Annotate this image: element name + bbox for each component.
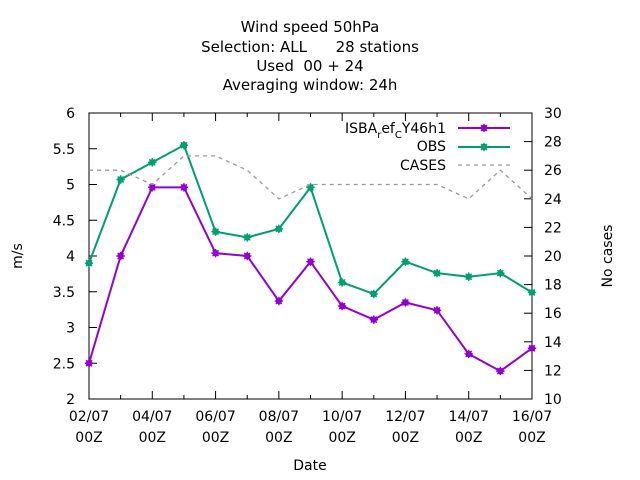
x-tick-label-4-date: 10/07 — [322, 409, 362, 425]
x-tick-label-2-hour: 00Z — [202, 430, 229, 446]
y2-tick-label-9: 28 — [544, 135, 562, 151]
series-1-point-star-0 — [84, 258, 94, 268]
y2-tick-label-0: 10 — [544, 392, 562, 408]
y2-tick-label-5: 20 — [544, 249, 562, 265]
series-0-point-star-2 — [148, 183, 157, 192]
series-0-point-star-10 — [401, 298, 410, 307]
x-tick-label-5-date: 12/07 — [385, 409, 425, 425]
series-0-point-star-13 — [496, 366, 505, 376]
title-line-1: Wind speed 50hPa — [241, 18, 380, 36]
y-axis-label: m/s — [10, 243, 26, 269]
series-0-point-star-9 — [369, 315, 378, 324]
series-0-point-star-7 — [306, 257, 315, 266]
x-tick-label-3-date: 08/07 — [259, 409, 299, 425]
series-layer — [84, 140, 537, 376]
y-tick-label-0: 2 — [66, 392, 75, 408]
series-0-point-star-0 — [84, 359, 94, 368]
x-tick-label-7-hour: 00Z — [518, 430, 545, 446]
x-tick-label-1-hour: 00Z — [139, 430, 166, 446]
y2-tick-label-10: 30 — [544, 106, 562, 122]
legend-isba-mid: ef — [381, 121, 396, 137]
series-line-2 — [89, 155, 533, 200]
x-tick-label-3-hour: 00Z — [265, 430, 292, 446]
y-tick-label-3: 3.5 — [53, 285, 75, 301]
y-tick-label-6: 5 — [66, 178, 75, 194]
x-tick-label-1-date: 04/07 — [132, 409, 172, 425]
series-0-point-star-5 — [243, 251, 252, 261]
series-0-point-star-12 — [464, 349, 473, 359]
y2-tick-label-2: 14 — [544, 335, 562, 351]
series-1-point-star-9 — [369, 289, 378, 299]
series-1-point-star-6 — [274, 224, 284, 234]
y-tick-label-5: 4.5 — [53, 213, 75, 229]
y2-tick-label-6: 22 — [544, 220, 562, 236]
x-tick-label-4-hour: 00Z — [328, 430, 355, 446]
y2-tick-label-3: 16 — [544, 306, 562, 322]
series-0-point-star-8 — [337, 301, 347, 311]
y-tick-label-8: 6 — [66, 106, 75, 122]
y2-tick-label-1: 12 — [544, 363, 562, 379]
series-1-point-star-14 — [527, 288, 537, 297]
legend-label-cases: CASES — [400, 158, 446, 174]
x-tick-label-7-date: 16/07 — [512, 409, 552, 425]
series-1-point-star-7 — [306, 183, 315, 192]
title-line-4: Averaging window: 24h — [223, 76, 398, 94]
legend-isba-sub1: r — [377, 130, 382, 141]
title-line-3: Used 00 + 24 — [256, 57, 363, 75]
series-0-point-star-1 — [116, 251, 125, 261]
series-0-point-star-6 — [274, 296, 284, 306]
legend-sample-star-1 — [479, 142, 489, 152]
x-tick-label-5-hour: 00Z — [392, 430, 419, 446]
series-1-point-star-10 — [401, 257, 410, 266]
x-axis-ticks: 02/07 00Z 04/07 00Z 06/07 00Z 08/07 00Z 10/07 00Z… — [69, 113, 552, 446]
series-1-point-star-13 — [496, 268, 505, 278]
x-axis-label: Date — [293, 458, 326, 474]
legend-isba-sub2: C — [395, 130, 402, 141]
y2-tick-label-7: 24 — [544, 192, 562, 208]
plot-frame — [88, 112, 533, 400]
series-0-point-star-4 — [211, 248, 220, 258]
series-0-point-star-11 — [432, 306, 442, 315]
legend-label-isba: ISBArefCY46h1 — [345, 121, 446, 141]
right-axis-ticks: 10 12 14 16 18 20 22 24 26 28 30 — [524, 106, 562, 408]
left-axis-ticks: 2 2.5 3 3.5 4 4.5 5 5.5 6 — [53, 106, 97, 408]
series-1-point-star-1 — [116, 175, 125, 184]
y-tick-label-2: 3 — [66, 321, 75, 337]
y-tick-label-1: 2.5 — [53, 356, 75, 372]
x-tick-label-0-hour: 00Z — [75, 430, 102, 446]
legend-sample-star-0 — [479, 123, 489, 133]
legend-samples — [458, 123, 510, 166]
series-line-1 — [88, 143, 533, 296]
series-1-point-star-12 — [464, 272, 473, 281]
series-1-point-star-3 — [179, 140, 189, 150]
y-tick-label-4: 4 — [66, 249, 75, 265]
series-1-point-star-8 — [337, 278, 347, 287]
legend-isba-tail: Y46h1 — [401, 121, 446, 137]
series-1-point-star-4 — [211, 227, 220, 236]
y2-tick-label-8: 26 — [544, 163, 562, 179]
series-1-point-star-5 — [243, 233, 252, 242]
series-0-point-star-14 — [527, 344, 537, 353]
series-1-point-star-11 — [432, 268, 442, 278]
y2-tick-label-4: 18 — [544, 278, 562, 294]
legend-isba-main: ISBA — [345, 121, 378, 137]
legend: ISBArefCY46h1 OBS CASES — [345, 121, 510, 174]
title-line-2: Selection: ALL 28 stations — [201, 38, 419, 56]
x-tick-label-0-date: 02/07 — [69, 409, 109, 425]
chart-title: Wind speed 50hPa Selection: ALL 28 stati… — [201, 18, 419, 94]
x-tick-label-2-date: 06/07 — [195, 409, 235, 425]
x-tick-label-6-hour: 00Z — [455, 430, 482, 446]
x-tick-label-6-date: 14/07 — [449, 409, 489, 425]
legend-label-obs: OBS — [417, 139, 446, 155]
y2-axis-label: No cases — [600, 225, 616, 288]
series-1-point-star-2 — [148, 158, 157, 167]
y-tick-label-7: 5.5 — [53, 142, 75, 158]
series-0-point-star-3 — [179, 183, 189, 192]
